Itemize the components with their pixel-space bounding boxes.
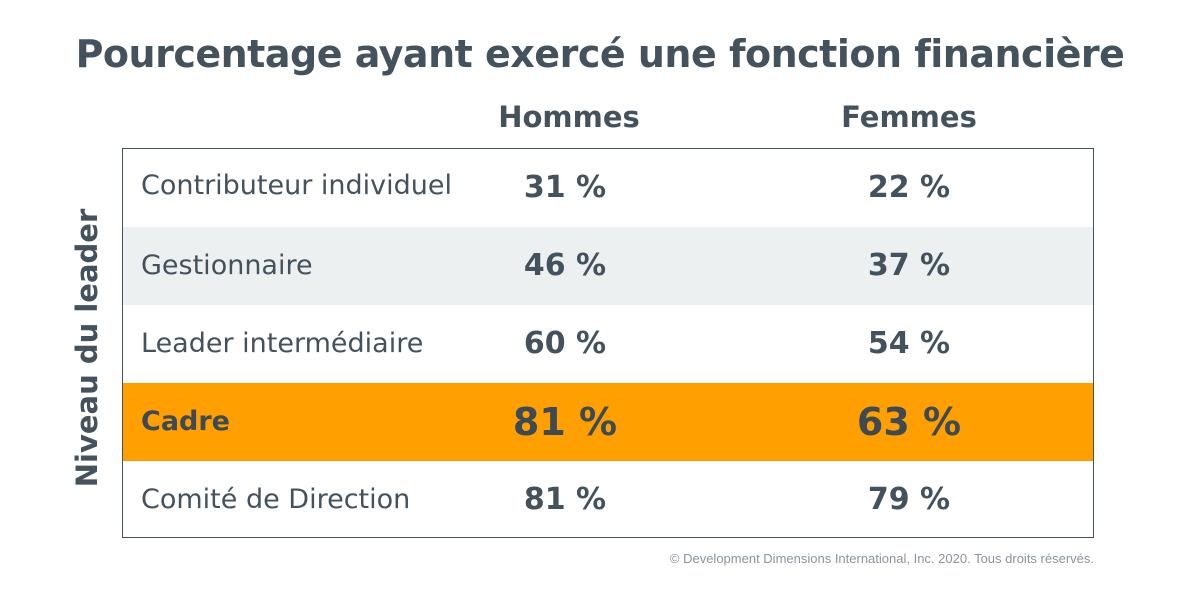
value-hommes: 46 % — [523, 248, 607, 283]
value-femmes: 63 % — [856, 400, 962, 444]
value-femmes: 54 % — [867, 326, 951, 361]
y-axis-label: Niveau du leader — [70, 208, 104, 488]
table-row: Gestionnaire 46 % 37 % — [123, 227, 1093, 305]
chart-title: Pourcentage ayant exercé une fonction fi… — [75, 32, 1125, 76]
value-femmes: 79 % — [867, 482, 951, 517]
value-hommes: 60 % — [523, 326, 607, 361]
table-row: Leader intermédiaire 60 % 54 % — [123, 305, 1093, 383]
value-femmes: 22 % — [867, 170, 951, 205]
row-label: Contributeur individuel — [141, 170, 453, 201]
value-hommes: 81 % — [512, 400, 618, 444]
data-table: Contributeur individuel 31 % 22 % Gestio… — [122, 148, 1094, 538]
row-label: Gestionnaire — [141, 250, 313, 281]
column-header-hommes: Hommes — [498, 100, 640, 134]
row-label: Cadre — [141, 406, 230, 437]
table-row: Comité de Direction 81 % 79 % — [123, 461, 1093, 537]
value-hommes: 81 % — [523, 482, 607, 517]
row-label: Comité de Direction — [141, 484, 411, 515]
table-row: Contributeur individuel 31 % 22 % — [123, 149, 1093, 227]
row-label: Leader intermédiaire — [141, 328, 424, 359]
column-header-femmes: Femmes — [841, 100, 977, 134]
table-row-highlighted: Cadre 81 % 63 % — [123, 383, 1093, 461]
value-femmes: 37 % — [867, 248, 951, 283]
value-hommes: 31 % — [523, 170, 607, 205]
copyright-footer: © Development Dimensions International, … — [669, 551, 1094, 566]
